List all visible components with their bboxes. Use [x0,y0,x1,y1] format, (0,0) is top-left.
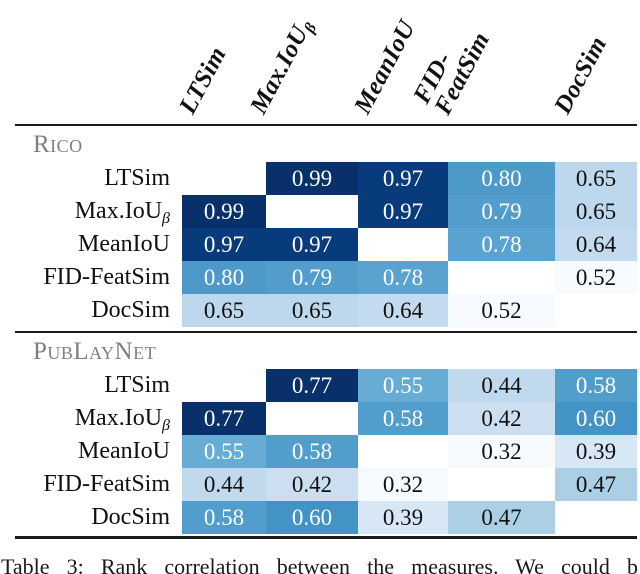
diagonal-empty-cell [182,162,266,195]
mid-rule [15,331,637,333]
heatmap-cell: 0.32 [358,468,448,501]
heatmap-cell: 0.39 [555,435,637,468]
column-header-label: DocSim [549,32,613,119]
heatmap-cell: 0.52 [448,294,555,327]
column-header-fid-featsim: FID- FeatSim [408,17,495,119]
row-label: MeanIoU [78,231,170,257]
heatmap-cell: 0.58 [182,501,266,534]
diagonal-empty-cell [358,228,448,261]
heatmap-cell: 0.97 [358,162,448,195]
diagonal-empty-cell [266,195,358,228]
heatmap-cell: 0.77 [182,402,266,435]
heatmap-cell: 0.42 [448,402,555,435]
heatmap-cell: 0.78 [448,228,555,261]
heatmap-cell: 0.78 [358,261,448,294]
heatmap-cell: 0.60 [555,402,637,435]
column-header-maxiou: Max.IoUβ [245,15,320,119]
heatmap-cell: 0.55 [182,435,266,468]
heatmap-cell: 0.65 [266,294,358,327]
row-label: LTSim [104,165,170,191]
heatmap-cell: 0.80 [182,261,266,294]
table-caption: Table 3: Rank correlation between the me… [1,554,638,574]
heatmap-cell: 0.60 [266,501,358,534]
heatmap-cell: 0.58 [555,369,637,402]
row-label-subscript: β [162,210,170,227]
section-label-rico: Rico [33,131,83,158]
section-label-publaynet: PubLayNet [33,338,157,365]
diagonal-empty-cell [555,501,637,534]
heatmap-cell: 0.32 [448,435,555,468]
heatmap-cell: 0.65 [182,294,266,327]
column-header-ltsim: LTSim [174,42,232,119]
heatmap-cell: 0.65 [555,195,637,228]
column-header-meaniou: MeanIoU [349,16,421,119]
heatmap-cell: 0.97 [266,228,358,261]
heatmap-cell: 0.52 [555,261,637,294]
row-label: FID-FeatSim [43,471,170,497]
heatmap-cell: 0.47 [448,501,555,534]
section-rico: Rico LTSim 0.99 0.97 0.80 0.65 Max.IoUβ 0.99 0.… [0,126,640,327]
heatmap-grid-rico: LTSim 0.99 0.97 0.80 0.65 Max.IoUβ 0.99 0.97 0.7… [15,162,640,327]
diagonal-empty-cell [358,435,448,468]
heatmap-cell: 0.79 [266,261,358,294]
bottom-rule [15,536,637,539]
diagonal-empty-cell [182,369,266,402]
heatmap-cell: 0.55 [358,369,448,402]
heatmap-cell: 0.42 [266,468,358,501]
heatmap-cell: 0.65 [555,162,637,195]
row-label: Max.IoUβ [74,198,170,227]
column-header-label: MeanIoU [349,16,421,119]
heatmap-cell: 0.58 [266,435,358,468]
row-label: MeanIoU [78,438,170,464]
heatmap-cell: 0.80 [448,162,555,195]
heatmap-cell: 0.97 [182,228,266,261]
diagonal-empty-cell [555,294,637,327]
row-label: DocSim [91,504,170,530]
heatmap-cell: 0.58 [358,402,448,435]
column-headers: LTSim Max.IoUβ MeanIoU FID- FeatSim DocS… [0,0,640,124]
column-header-docsim: DocSim [549,32,613,119]
heatmap-grid-publaynet: LTSim 0.77 0.55 0.44 0.58 Max.IoUβ 0.77 0.58 0.4… [15,369,640,534]
heatmap-cell: 0.79 [448,195,555,228]
diagonal-empty-cell [266,402,358,435]
heatmap-cell: 0.99 [182,195,266,228]
heatmap-cell: 0.44 [448,369,555,402]
heatmap-cell: 0.64 [555,228,637,261]
section-publaynet: PubLayNet LTSim 0.77 0.55 0.44 0.58 Max.IoUβ 0… [0,333,640,534]
row-label: LTSim [104,372,170,398]
row-label: FID-FeatSim [43,264,170,290]
diagonal-empty-cell [448,261,555,294]
column-header-label: LTSim [174,42,232,119]
row-label: DocSim [91,297,170,323]
heatmap-cell: 0.97 [358,195,448,228]
heatmap-cell: 0.39 [358,501,448,534]
heatmap-cell: 0.64 [358,294,448,327]
column-header-label: Max.IoU [245,21,314,119]
heatmap-cell: 0.44 [182,468,266,501]
row-label-subscript: β [162,417,170,434]
heatmap-cell: 0.99 [266,162,358,195]
top-rule [15,124,637,126]
row-label: Max.IoUβ [74,405,170,434]
heatmap-cell: 0.47 [555,468,637,501]
diagonal-empty-cell [448,468,555,501]
heatmap-cell: 0.77 [266,369,358,402]
column-header-label: FID- FeatSim [408,27,495,119]
